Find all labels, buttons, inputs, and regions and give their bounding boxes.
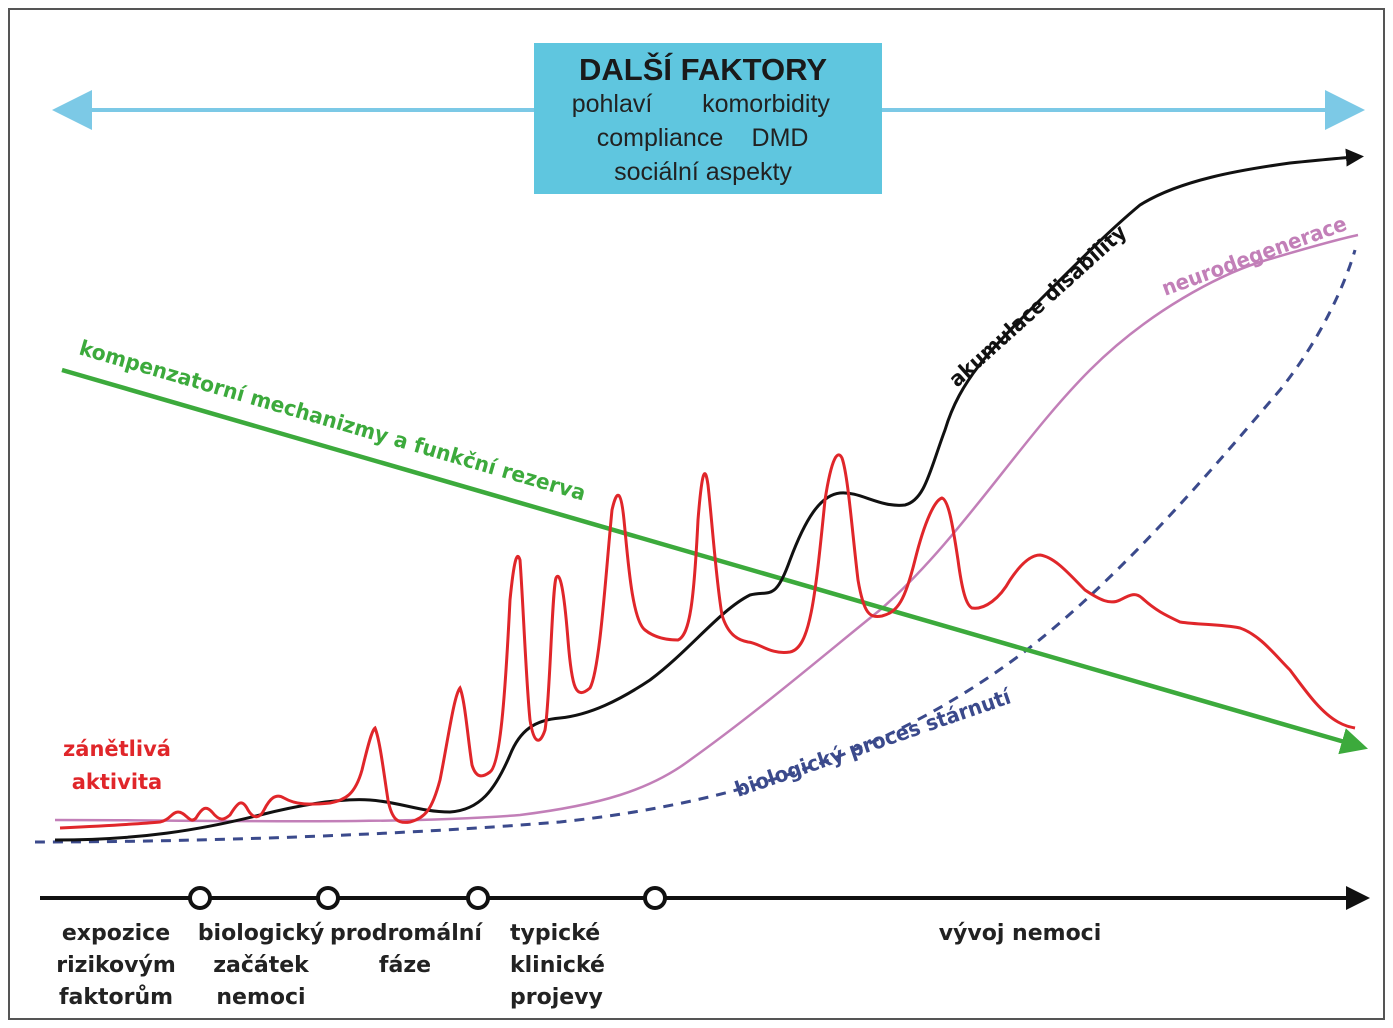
stage-line: prodromální xyxy=(330,921,482,946)
inflammation-label-line2: aktivita xyxy=(72,770,162,794)
neurodegeneration-label: neurodegenerace xyxy=(1159,211,1350,300)
stage-label-progression: vývoj nemoci xyxy=(920,918,1120,950)
stage-line: vývoj nemoci xyxy=(938,921,1102,946)
stage-label-biological-onset: biologický začátek nemoci xyxy=(196,918,326,1014)
stage-label-clinical: typické klinické projevy xyxy=(510,918,630,1014)
factors-title: DALŠÍ FAKTORY xyxy=(579,51,827,87)
stage-line: fáze xyxy=(378,953,432,978)
aging-curve xyxy=(34,249,1357,844)
compensation-label: kompenzatorní mechanizmy a funkční rezer… xyxy=(77,336,589,506)
neurodegeneration-curve xyxy=(54,233,1359,823)
factors-box: DALŠÍ FAKTORY pohlaví komorbidity compli… xyxy=(534,43,882,194)
disability-label: akumulace disability xyxy=(944,220,1131,392)
timeline-milestone xyxy=(316,886,340,910)
stage-line: faktorům xyxy=(58,985,174,1010)
timeline-milestone xyxy=(188,886,212,910)
inflammation-label-line1: zánětlivá xyxy=(63,737,171,761)
stage-label-exposure: expozice rizikovým faktorům xyxy=(46,918,186,1014)
stage-line: nemoci xyxy=(216,985,306,1010)
stage-line: klinické xyxy=(510,953,605,978)
compensation-line xyxy=(61,367,1368,755)
timeline-milestone xyxy=(466,886,490,910)
factor-item: pohlaví xyxy=(572,90,653,118)
inflammation-curve xyxy=(59,453,1356,830)
aging-label: biologický proces stárnutí xyxy=(732,684,1016,802)
factor-item: compliance xyxy=(597,124,723,152)
stage-line: typické xyxy=(510,921,601,946)
factor-item: DMD xyxy=(752,124,809,152)
stage-line: biologický xyxy=(197,921,325,946)
stage-line: začátek xyxy=(213,953,309,978)
stage-line: expozice xyxy=(61,921,171,946)
factor-item: komorbidity xyxy=(702,90,830,118)
stage-line: projevy xyxy=(510,985,603,1010)
stage-line: rizikovým xyxy=(56,953,176,978)
timeline-milestone xyxy=(643,886,667,910)
factor-item: sociální aspekty xyxy=(614,158,792,186)
stage-label-prodromal: prodromální fáze xyxy=(330,918,482,982)
disability-curve xyxy=(54,148,1364,842)
